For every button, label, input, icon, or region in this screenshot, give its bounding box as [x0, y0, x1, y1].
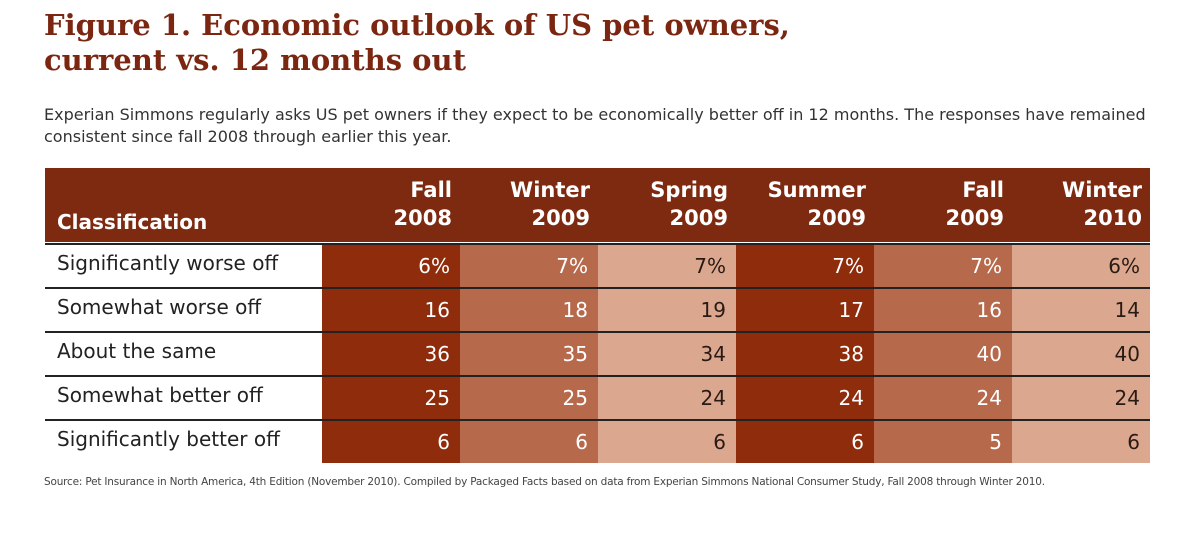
table-cell: 24: [1012, 377, 1150, 419]
classification-header: Classification: [57, 210, 208, 234]
column-header-line: 2009: [945, 206, 1004, 230]
table-row: Significantly worse off 6% 7% 7% 7% 7% 6%: [45, 243, 1150, 287]
table-cell: 6: [1012, 421, 1150, 463]
table-cell: 24: [736, 377, 874, 419]
row-label: Significantly worse off: [57, 251, 279, 275]
table-cell: 7%: [874, 245, 1012, 287]
table-cell: 6: [736, 421, 874, 463]
column-header: Winter 2009: [460, 176, 590, 232]
column-header: Summer 2009: [736, 176, 866, 232]
table-cell: 16: [322, 289, 460, 331]
column-header-line: Winter: [1062, 178, 1142, 202]
table-cell: 40: [874, 333, 1012, 375]
table-cell: 18: [460, 289, 598, 331]
column-header-line: 2008: [393, 206, 452, 230]
table-row: Somewhat better off 25 25 24 24 24 24: [45, 375, 1150, 419]
column-header: Winter 2010: [1012, 176, 1142, 232]
table-cell: 6%: [322, 245, 460, 287]
table-cell: 6: [460, 421, 598, 463]
row-label: About the same: [57, 339, 217, 363]
column-header-line: Winter: [510, 178, 590, 202]
row-label: Significantly better off: [57, 427, 280, 451]
column-header-line: Fall: [962, 178, 1004, 202]
title-line-2: current vs. 12 months out: [44, 43, 466, 77]
subtitle: Experian Simmons regularly asks US pet o…: [44, 105, 1146, 146]
table-cell: 24: [598, 377, 736, 419]
column-header: Fall 2008: [322, 176, 452, 232]
column-header-line: Spring: [650, 178, 728, 202]
table-cell: 7%: [598, 245, 736, 287]
table-cell: 34: [598, 333, 736, 375]
table-cell: 25: [322, 377, 460, 419]
table-cell: 36: [322, 333, 460, 375]
column-header-line: 2010: [1083, 206, 1142, 230]
table-cell: 17: [736, 289, 874, 331]
table-cell: 6: [598, 421, 736, 463]
source-note: Source: Pet Insurance in North America, …: [44, 476, 1045, 488]
table-cell: 6%: [1012, 245, 1150, 287]
column-header-line: Summer: [767, 178, 866, 202]
column-header-line: 2009: [531, 206, 590, 230]
table-header: Classification Fall 2008 Winter 2009 Spring 2…: [45, 168, 1150, 242]
table-cell: 6: [322, 421, 460, 463]
table-row: Somewhat worse off 16 18 19 17 16 14: [45, 287, 1150, 331]
table-cell: 25: [460, 377, 598, 419]
figure-title: Figure 1. Economic outlook of US pet own…: [44, 8, 790, 78]
column-header: Fall 2009: [874, 176, 1004, 232]
table-cell: 5: [874, 421, 1012, 463]
table-cell: 38: [736, 333, 874, 375]
column-header-line: Fall: [410, 178, 452, 202]
column-header: Spring 2009: [598, 176, 728, 232]
title-line-1: Figure 1. Economic outlook of US pet own…: [44, 8, 790, 42]
table-cell: 40: [1012, 333, 1150, 375]
row-label: Somewhat better off: [57, 383, 263, 407]
row-label: Somewhat worse off: [57, 295, 262, 319]
table-cell: 35: [460, 333, 598, 375]
table-cell: 7%: [736, 245, 874, 287]
table-cell: 24: [874, 377, 1012, 419]
table-row: Significantly better off 6 6 6 6 5 6: [45, 419, 1150, 463]
column-header-line: 2009: [669, 206, 728, 230]
table-row: About the same 36 35 34 38 40 40: [45, 331, 1150, 375]
table-cell: 16: [874, 289, 1012, 331]
column-header-line: 2009: [807, 206, 866, 230]
table-cell: 14: [1012, 289, 1150, 331]
table-cell: 19: [598, 289, 736, 331]
table-cell: 7%: [460, 245, 598, 287]
